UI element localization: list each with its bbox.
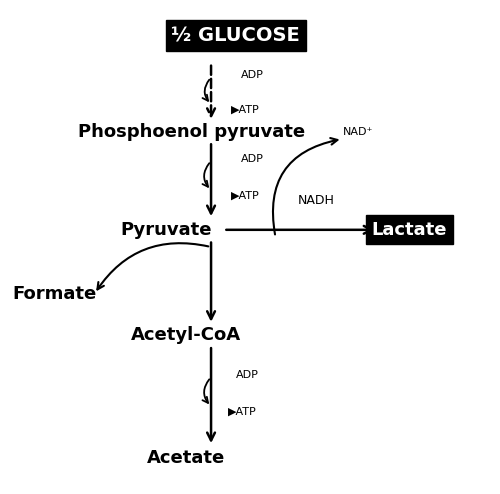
Text: Phosphoenol pyruvate: Phosphoenol pyruvate xyxy=(78,123,305,141)
Text: Lactate: Lactate xyxy=(372,221,447,239)
Text: Formate: Formate xyxy=(13,285,97,303)
Text: Acetyl-CoA: Acetyl-CoA xyxy=(131,327,242,344)
Text: ▶ATP: ▶ATP xyxy=(231,190,260,201)
Text: ▶ATP: ▶ATP xyxy=(231,104,260,115)
Text: ½ GLUCOSE: ½ GLUCOSE xyxy=(172,26,300,45)
Text: NAD⁺: NAD⁺ xyxy=(342,126,373,136)
Text: ▶ATP: ▶ATP xyxy=(228,407,257,416)
Text: ADP: ADP xyxy=(241,154,264,164)
Text: ADP: ADP xyxy=(236,370,258,380)
Text: Acetate: Acetate xyxy=(147,449,226,467)
Text: ADP: ADP xyxy=(241,70,264,80)
Text: Pyruvate: Pyruvate xyxy=(120,221,212,239)
Text: NADH: NADH xyxy=(298,194,335,207)
